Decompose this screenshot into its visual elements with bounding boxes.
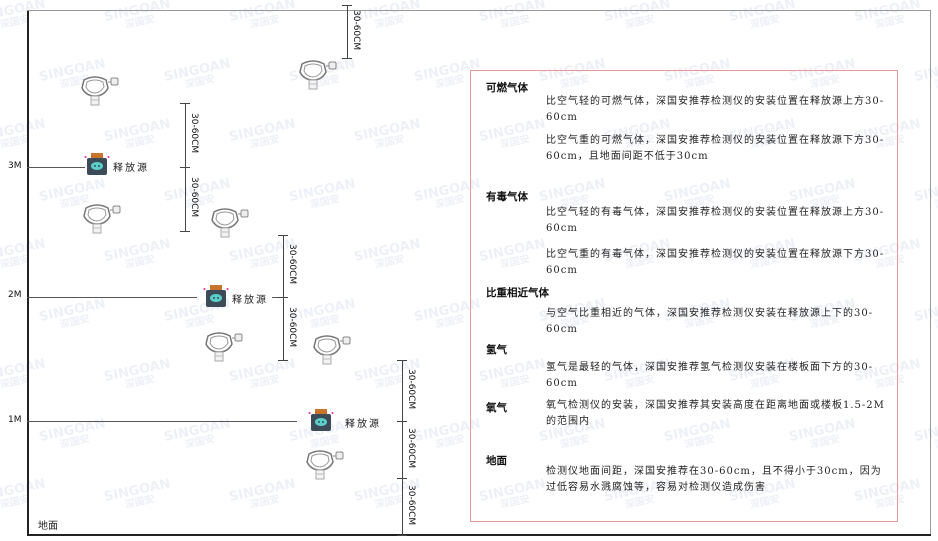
dimension-label: 30-60CM (406, 484, 416, 525)
section-title-ground: 地面 (486, 455, 507, 467)
paragraph: 比空气轻的可燃气体，深国安推荐检测仪的安装位置在释放源上方30-60cm (546, 96, 885, 123)
dimension-line (185, 103, 186, 167)
paragraph: 比空气重的可燃气体，深国安推荐检测仪的安装位置在释放源下方30-60cm，且地面… (546, 135, 885, 162)
release-source-icon (308, 408, 334, 432)
level-label-3m: 3M (8, 161, 22, 171)
level-line-3m (27, 167, 85, 168)
dimension-label: 30-60CM (406, 427, 416, 468)
dimension-line (283, 297, 284, 360)
gas-detector-icon (310, 333, 352, 365)
dimension-tick (397, 360, 407, 361)
paragraph: 与空气比重相近的气体，深国安推荐检测仪安装在释放源上下的30-60cm (546, 308, 874, 335)
dimension-label: 30-60CM (287, 306, 297, 347)
source-label-3m: 释放源 (113, 163, 149, 174)
gas-detector-icon (296, 58, 338, 90)
paragraph: 比空气轻的有毒气体，深国安推荐检测仪的安装位置在释放源上方30-60cm (546, 207, 885, 234)
installation-guide-panel: 可燃气体 比空气轻的可燃气体，深国安推荐检测仪的安装位置在释放源上方30-60c… (470, 70, 898, 522)
section-title-toxic: 有毒气体 (486, 191, 528, 203)
dimension-tick (342, 5, 352, 6)
source-leader-line (272, 297, 282, 298)
section-title-oxygen: 氧气 (486, 402, 507, 414)
level-label-1m: 1M (8, 415, 22, 425)
source-label-1m: 释放源 (345, 419, 381, 430)
dimension-line (402, 421, 403, 478)
section-title-similar-density: 比重相近气体 (486, 287, 549, 299)
release-source-icon (84, 152, 110, 176)
section-title-hydrogen: 氢气 (486, 344, 507, 356)
dimension-tick (278, 235, 288, 236)
dimension-tick (180, 231, 190, 232)
dimension-line (347, 5, 348, 58)
paragraph: 氢气是最轻的气体，深国安推荐氢气检测仪安装在楼板面下方的30-60cm (546, 362, 874, 389)
gas-detector-icon (208, 206, 250, 238)
gas-detector-icon (78, 74, 120, 106)
dimension-line (402, 478, 403, 535)
dimension-label: 30-60CM (189, 113, 199, 154)
dimension-line (283, 235, 284, 297)
gas-detector-icon (202, 330, 244, 362)
dimension-line (402, 360, 403, 421)
dimension-tick (180, 103, 190, 104)
ceiling-line (27, 10, 931, 11)
source-label-2m: 释放源 (232, 295, 268, 306)
level-line-1m (27, 421, 297, 422)
dimension-label: 30-60CM (351, 9, 361, 50)
dimension-label: 30-60CM (406, 368, 416, 409)
dimension-tick (397, 535, 407, 536)
gas-detector-icon (303, 448, 345, 480)
height-axis (27, 11, 29, 536)
dimension-tick (278, 360, 288, 361)
dimension-line (185, 167, 186, 231)
ground-label: 地面 (38, 521, 58, 532)
section-title-combustible: 可燃气体 (486, 82, 528, 94)
paragraph: 检测仪地面间距，深国安推荐在30-60cm，且不得小于30cm，因为过低容易水溅… (546, 466, 882, 493)
release-source-icon (203, 284, 229, 308)
paragraph: 氧气检测仪的安装，深国安推荐其安装高度在距离地面或楼板1.5-2M的范围内 (546, 400, 885, 427)
gas-detector-icon (80, 202, 122, 234)
dimension-label: 30-60CM (287, 244, 297, 285)
paragraph: 比空气重的有毒气体，深国安推荐检测仪的安装位置在释放源下方30-60cm (546, 249, 885, 276)
right-boundary-line (930, 10, 931, 535)
floor-line (27, 534, 931, 536)
dimension-tick (342, 58, 352, 59)
level-label-2m: 2M (8, 290, 22, 300)
dimension-label: 30-60CM (189, 177, 199, 218)
level-line-2m (27, 297, 197, 298)
